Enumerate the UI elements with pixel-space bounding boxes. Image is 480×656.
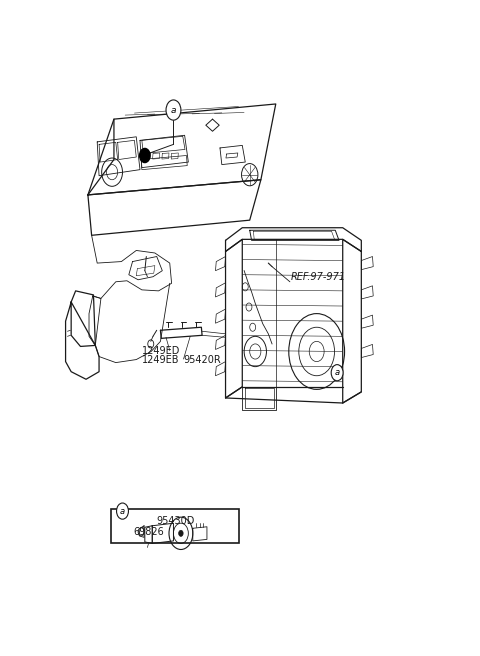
Text: 1249ED: 1249ED: [142, 346, 180, 356]
Text: a: a: [335, 368, 340, 377]
Circle shape: [331, 365, 343, 380]
Circle shape: [117, 503, 129, 519]
Circle shape: [179, 530, 183, 537]
Text: a: a: [120, 506, 125, 516]
Text: REF.97-971: REF.97-971: [290, 272, 346, 282]
Text: 95420R: 95420R: [183, 355, 221, 365]
Text: 95430D: 95430D: [156, 516, 194, 526]
Circle shape: [166, 100, 181, 120]
Circle shape: [140, 148, 150, 163]
Text: a: a: [171, 106, 176, 115]
Text: 69826: 69826: [133, 527, 165, 537]
Bar: [111, 509, 239, 543]
Text: 1249EB: 1249EB: [142, 355, 180, 365]
